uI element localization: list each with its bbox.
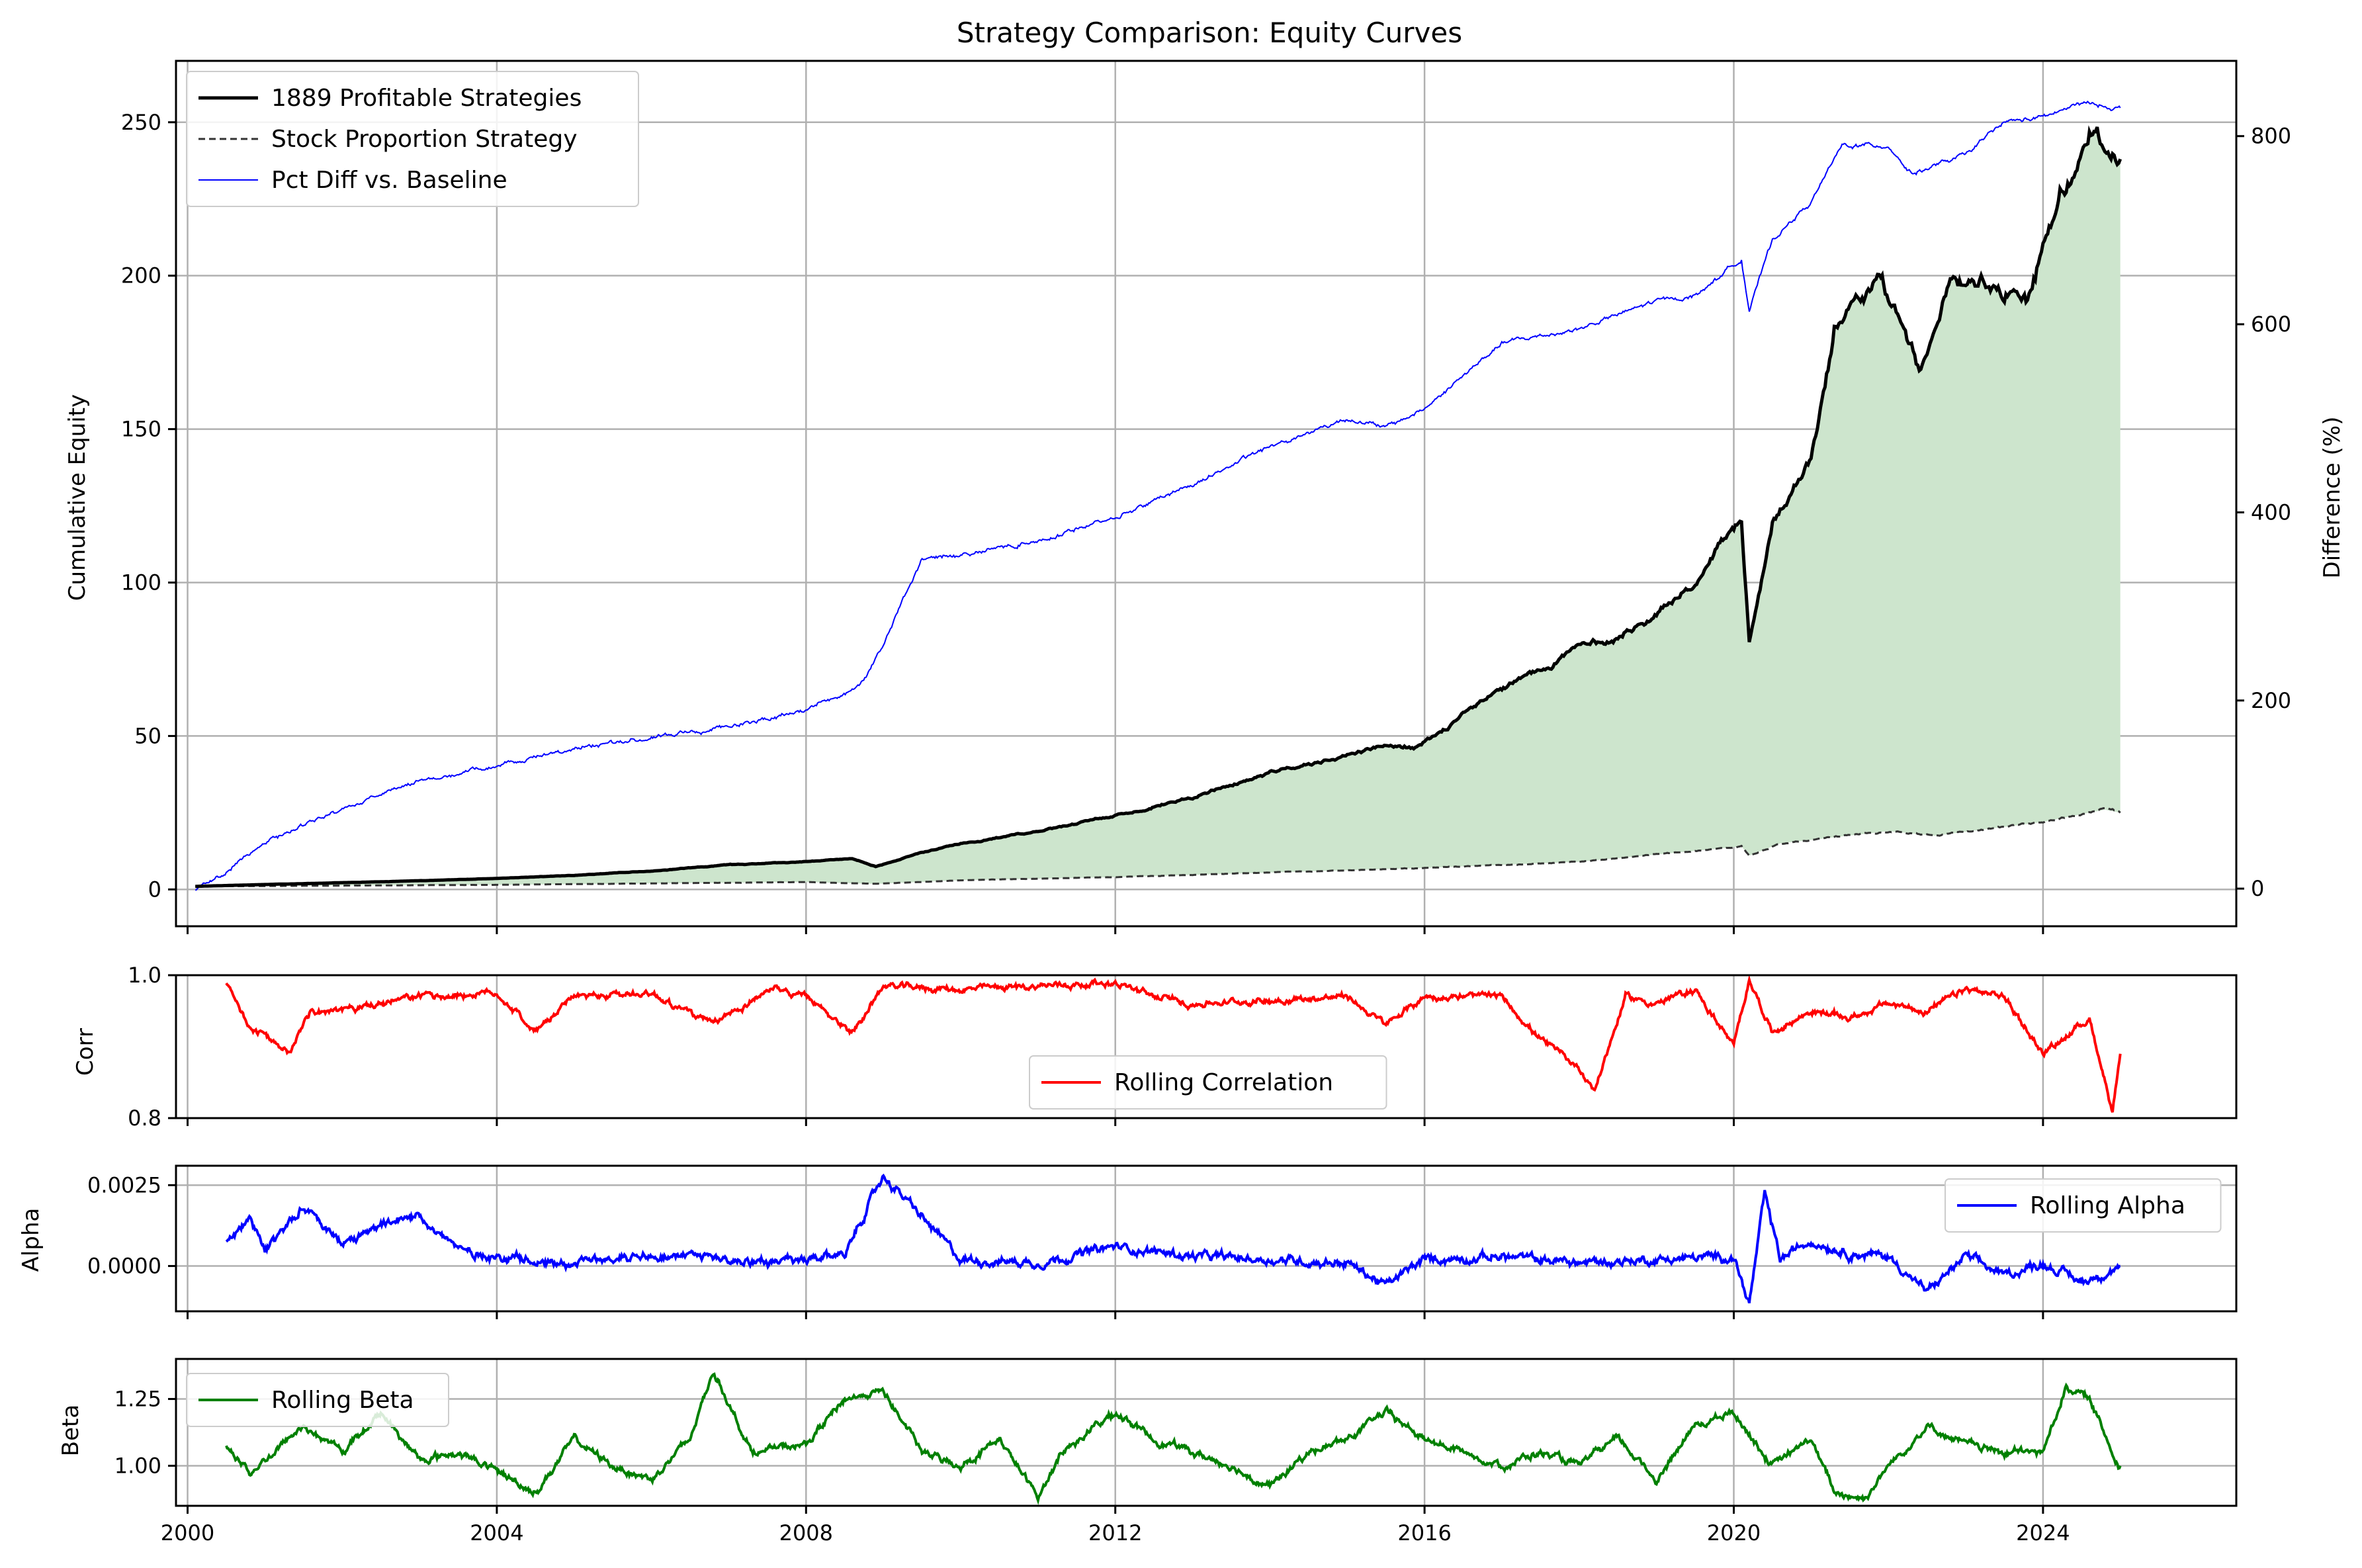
- y-tick-label: 1.0: [128, 963, 161, 988]
- y2-tick-label: 200: [2251, 688, 2291, 713]
- alpha-frame: [175, 1164, 2238, 1313]
- y-tick-label: 150: [121, 417, 161, 442]
- x-tick-label: 2016: [1397, 1520, 1451, 1546]
- series-rolling-correlation-line: [225, 974, 2122, 1113]
- equity-panel: 0 50 100 150 200 250 0 200 400 600 800 1889 Profita…: [121, 60, 2291, 934]
- ylabel-corr: Corr: [72, 1028, 99, 1076]
- y-tick-label: 0.0000: [87, 1254, 161, 1279]
- equity-frame: [175, 60, 2238, 928]
- series-rolling-beta-line: [225, 1372, 2122, 1505]
- legend-entry: Rolling Correlation: [1114, 1069, 1333, 1096]
- y-tick-label: 0.8: [128, 1106, 161, 1131]
- ylabel-difference: Difference (%): [2319, 417, 2345, 579]
- y-tick-label: 100: [121, 570, 161, 595]
- y-tick-label: 200: [121, 263, 161, 288]
- y-tick-label: 1.25: [114, 1387, 161, 1412]
- outperformance-fill: [195, 127, 2121, 887]
- beta-legend: [186, 1373, 449, 1427]
- x-tick-label: 2024: [2016, 1520, 2070, 1546]
- ylabel-beta: Beta: [58, 1405, 84, 1456]
- y2-tick-label: 600: [2251, 312, 2291, 337]
- y-tick-label: 50: [134, 723, 161, 748]
- correlation-panel: 0.8 1.0 Rolling Correlation: [128, 963, 2238, 1131]
- ylabel-equity: Cumulative Equity: [64, 394, 91, 601]
- corr-frame: [175, 974, 2238, 1119]
- x-tick-label: 2000: [161, 1520, 214, 1546]
- beta-frame: [175, 1358, 2238, 1507]
- series-profitable-strategies-line: [195, 125, 2122, 889]
- y-tick-label: 1.00: [114, 1453, 161, 1478]
- y2-tick-label: 400: [2251, 500, 2291, 525]
- series-pct-diff-line: [195, 100, 2121, 891]
- legend-entry: Pct Diff vs. Baseline: [271, 167, 507, 194]
- corr-legend: [1029, 1055, 1387, 1110]
- equity-legend: [186, 71, 639, 207]
- x-tick-label: 2012: [1088, 1520, 1142, 1546]
- x-tick-label: 2020: [1707, 1520, 1761, 1546]
- legend-entry: Rolling Alpha: [2030, 1192, 2185, 1219]
- x-tick-label: 2008: [779, 1520, 833, 1546]
- legend-entry: Rolling Beta: [271, 1387, 414, 1414]
- series-stock-proportion-line: [195, 806, 2121, 888]
- series-rolling-alpha-line: [225, 1173, 2121, 1304]
- ylabel-alpha: Alpha: [18, 1208, 44, 1272]
- legend-entry: 1889 Profitable Strategies: [271, 85, 582, 112]
- alpha-panel: 0.0000 0.0025 Rolling Alpha: [87, 1164, 2238, 1319]
- y-tick-label: 0.0025: [87, 1172, 161, 1198]
- alpha-legend: [1945, 1178, 2222, 1233]
- beta-panel: 2000 2004 2008 2012 2016 2020 2024 1.00 1.25 Roll…: [114, 1358, 2238, 1546]
- y2-tick-label: 0: [2251, 876, 2264, 901]
- chart-title: Strategy Comparison: Equity Curves: [957, 17, 1462, 49]
- y2-tick-label: 800: [2251, 124, 2291, 149]
- x-tick-label: 2004: [470, 1520, 523, 1546]
- legend-entry: Stock Proportion Strategy: [271, 126, 578, 153]
- y-tick-label: 0: [148, 877, 161, 902]
- y-tick-label: 250: [121, 110, 161, 135]
